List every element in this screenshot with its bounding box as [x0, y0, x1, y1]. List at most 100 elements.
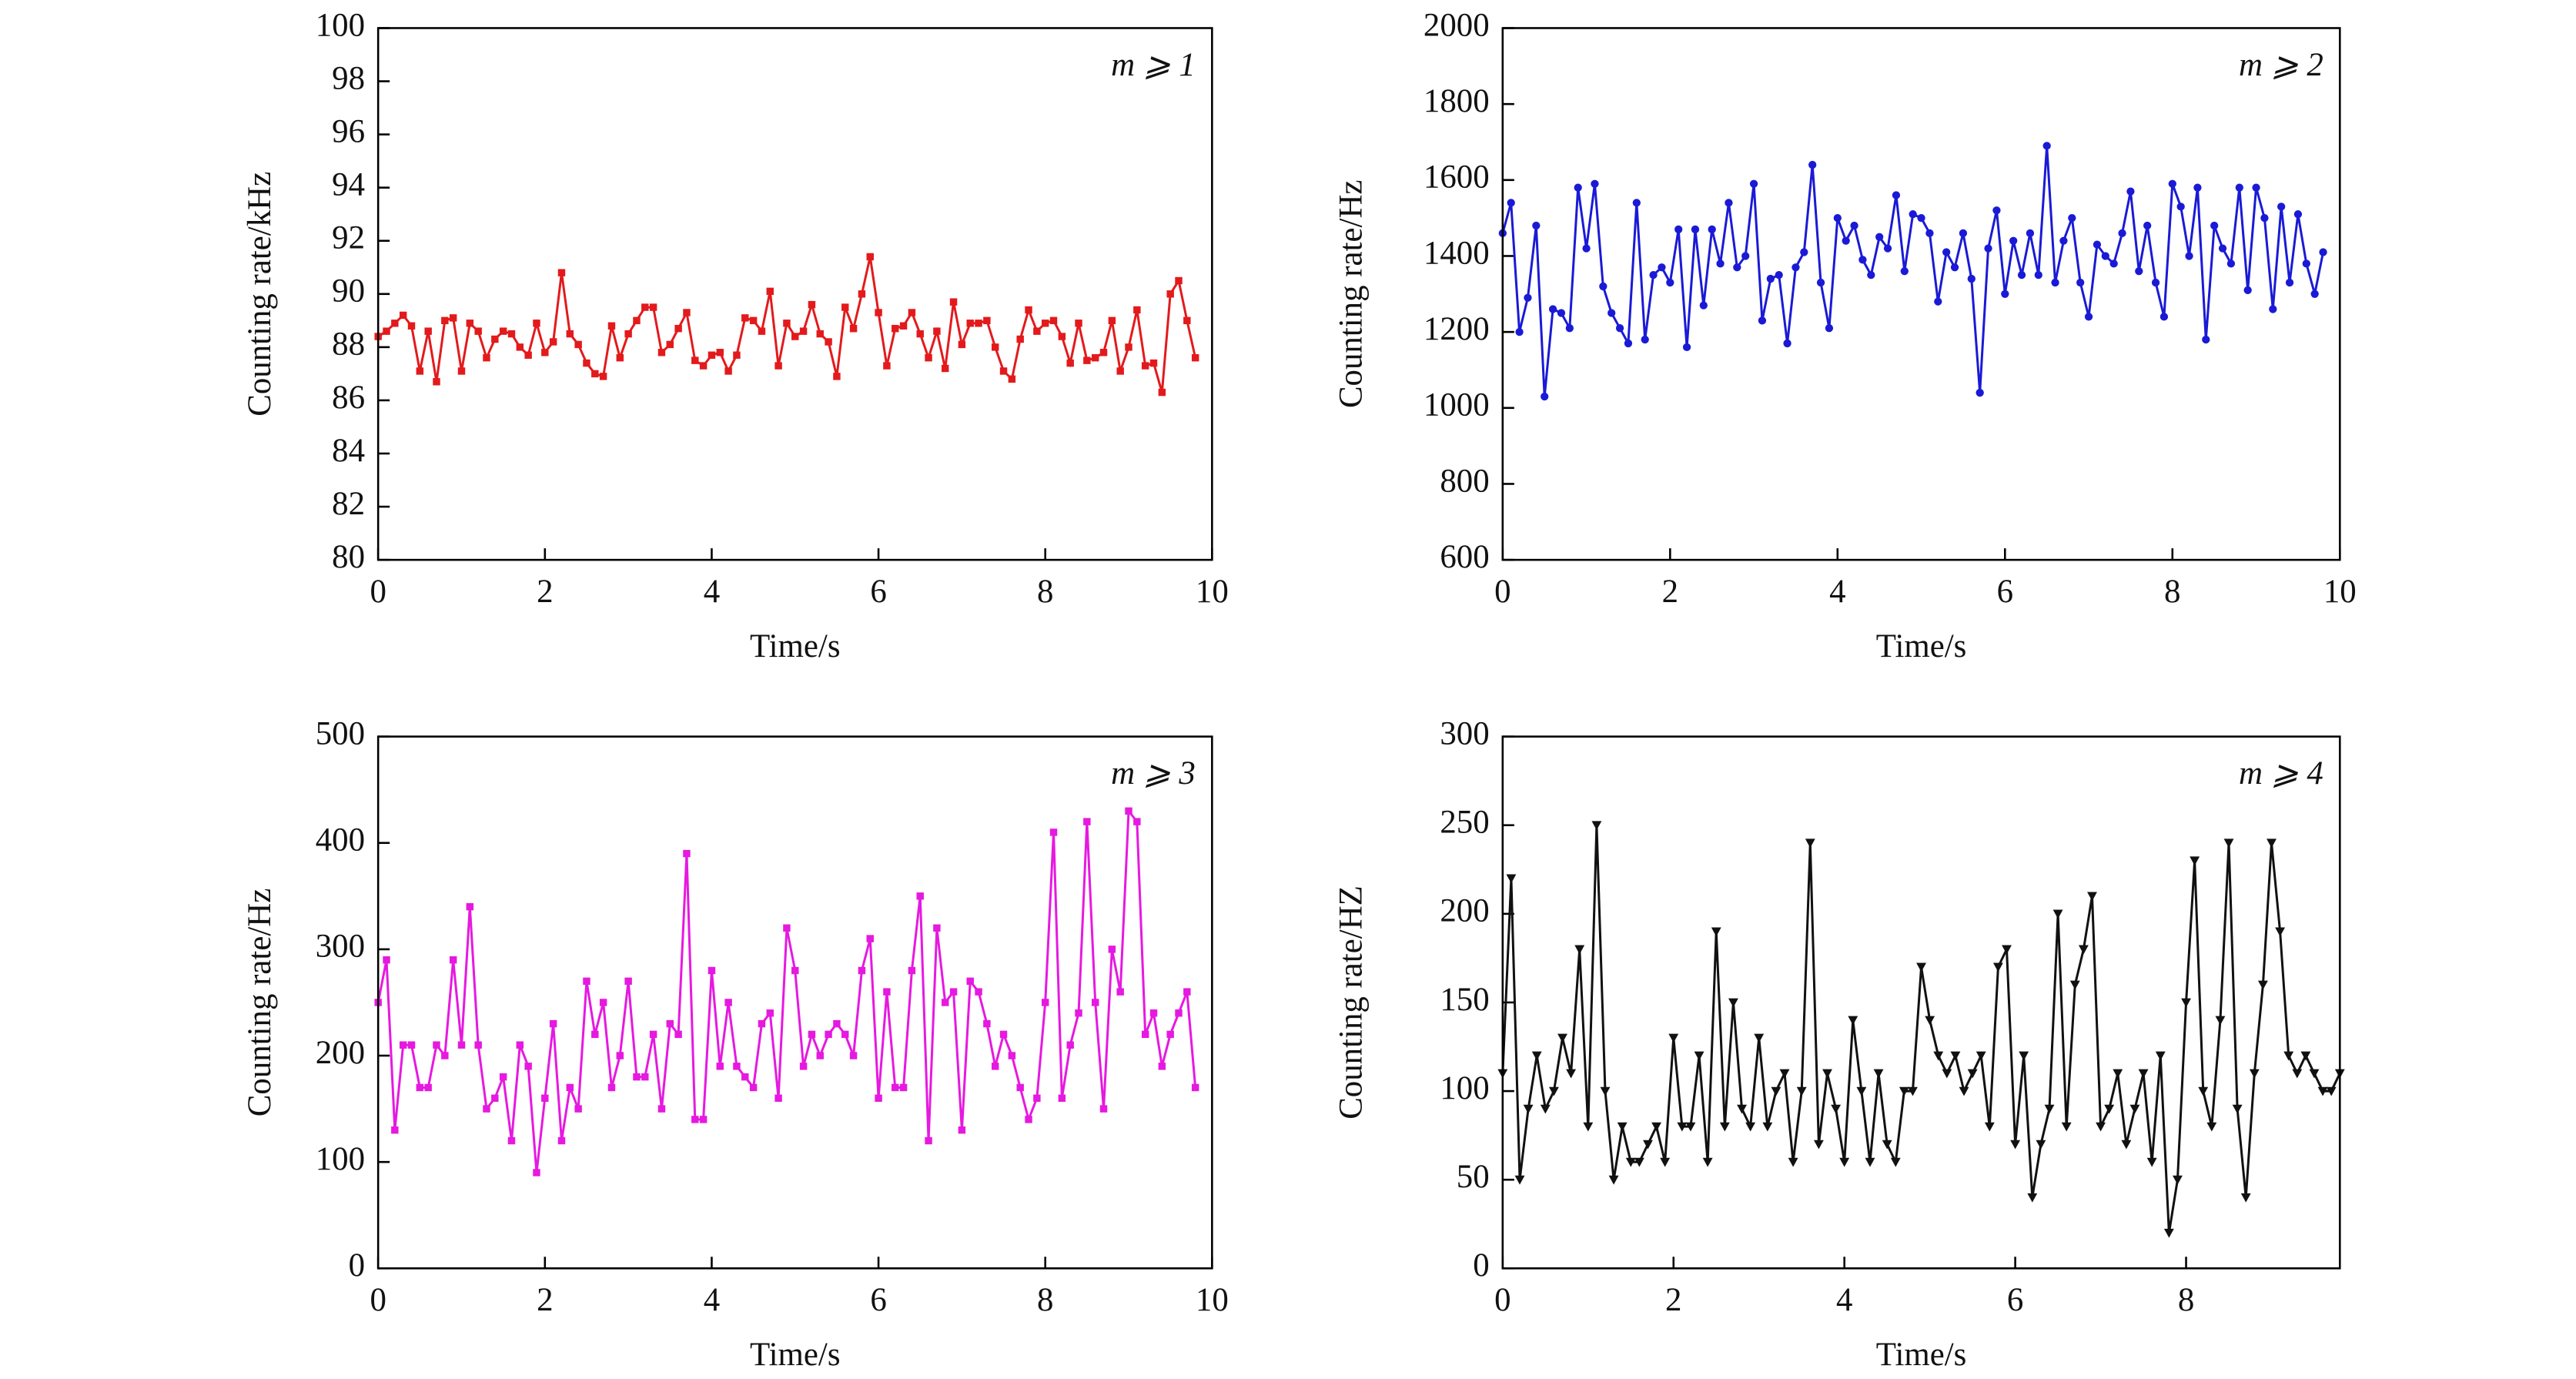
point	[1058, 333, 1066, 340]
point	[883, 362, 891, 370]
point	[2044, 1104, 2055, 1114]
point	[1775, 270, 1783, 279]
point	[1599, 282, 1607, 291]
point	[1541, 392, 1549, 401]
y-tick-label: 800	[1440, 463, 1489, 499]
point	[866, 253, 874, 261]
point	[1075, 320, 1082, 327]
point	[1856, 1086, 1867, 1096]
point	[716, 1063, 724, 1070]
x-tick-label: 8	[1037, 1282, 1053, 1318]
axes-frame	[376, 735, 1213, 1270]
x-tick-label: 10	[1196, 574, 1229, 610]
point	[1783, 339, 1791, 348]
point	[1008, 1052, 1016, 1059]
point	[766, 1009, 774, 1017]
point	[1183, 316, 1191, 325]
x-tick-label: 6	[1997, 574, 2013, 610]
point	[1183, 988, 1191, 996]
point	[457, 1041, 466, 1049]
point	[925, 1136, 932, 1145]
point	[1967, 274, 1975, 283]
point	[1833, 213, 1842, 223]
x-tick-label: 6	[870, 1282, 886, 1318]
point	[1108, 316, 1116, 325]
point	[1158, 388, 1166, 397]
point	[966, 977, 974, 986]
point	[599, 373, 607, 380]
point	[549, 1019, 557, 1028]
point	[691, 1116, 699, 1123]
point	[624, 330, 632, 338]
point	[1634, 1157, 1644, 1167]
point	[416, 1083, 424, 1092]
point	[1141, 1030, 1149, 1039]
point	[657, 349, 666, 356]
point	[958, 340, 966, 349]
point	[2210, 221, 2219, 230]
point	[2146, 1157, 2157, 1167]
point	[1728, 998, 1738, 1008]
point	[1125, 807, 1132, 815]
point	[424, 1083, 432, 1092]
point	[591, 1030, 599, 1039]
point	[2078, 945, 2089, 955]
point	[2087, 892, 2097, 902]
point	[1959, 229, 1968, 238]
point	[1632, 199, 1641, 207]
point	[1651, 1122, 1662, 1132]
point	[1858, 256, 1867, 264]
y-tick-label: 600	[1440, 539, 1489, 575]
point	[1540, 1104, 1551, 1114]
point	[2168, 179, 2176, 188]
panel: 0 100 200 300 400 500 0 2 4 6 8 10 m ⩾ 3 Time/s Counti…	[242, 715, 1229, 1372]
y-tick-label: 150	[1440, 982, 1489, 1018]
point	[507, 330, 516, 338]
point	[2019, 1051, 2029, 1061]
point	[1691, 225, 1700, 234]
point	[849, 324, 858, 333]
point	[2218, 244, 2227, 253]
point	[574, 1105, 582, 1113]
point	[2017, 270, 2026, 279]
point	[799, 1063, 808, 1070]
point	[633, 316, 641, 325]
point	[1959, 1086, 1969, 1096]
point	[633, 1073, 641, 1081]
point	[2129, 1104, 2140, 1114]
point	[2193, 183, 2202, 192]
point	[2226, 259, 2236, 268]
point	[1649, 270, 1658, 279]
point	[2275, 927, 2286, 937]
axes-frame	[376, 27, 1213, 561]
point	[616, 1052, 624, 1059]
y-tick-label: 0	[349, 1247, 365, 1284]
point	[1733, 263, 1741, 272]
point	[641, 303, 649, 311]
point	[607, 322, 616, 330]
y-tick-label: 100	[1440, 1070, 1489, 1106]
x-tick-label: 2	[537, 574, 553, 610]
axes-frame	[1501, 27, 2341, 561]
annotation: m ⩾ 2	[2239, 47, 2323, 83]
point	[666, 1019, 674, 1028]
point	[816, 1052, 824, 1059]
x-tick-label: 2	[537, 1282, 553, 1318]
point	[549, 338, 557, 346]
point	[2260, 213, 2269, 223]
y-tick-label: 84	[332, 433, 365, 469]
point	[491, 335, 499, 343]
point	[1607, 309, 1616, 317]
data-line	[1501, 146, 2325, 397]
panel: 0 50 100 150 200 250 300 0 2 4 6 8 m ⩾ 4 Time/s Counti…	[1333, 715, 2345, 1373]
point	[2076, 278, 2085, 287]
point	[649, 1030, 657, 1039]
point	[2202, 335, 2210, 344]
y-axis-title: Counting rate/Hz	[1333, 180, 1370, 408]
point	[507, 1136, 516, 1145]
point	[2190, 856, 2200, 866]
point	[1917, 213, 1925, 223]
point	[1754, 1033, 1765, 1043]
point	[2173, 1175, 2183, 1185]
point	[1591, 179, 1599, 188]
